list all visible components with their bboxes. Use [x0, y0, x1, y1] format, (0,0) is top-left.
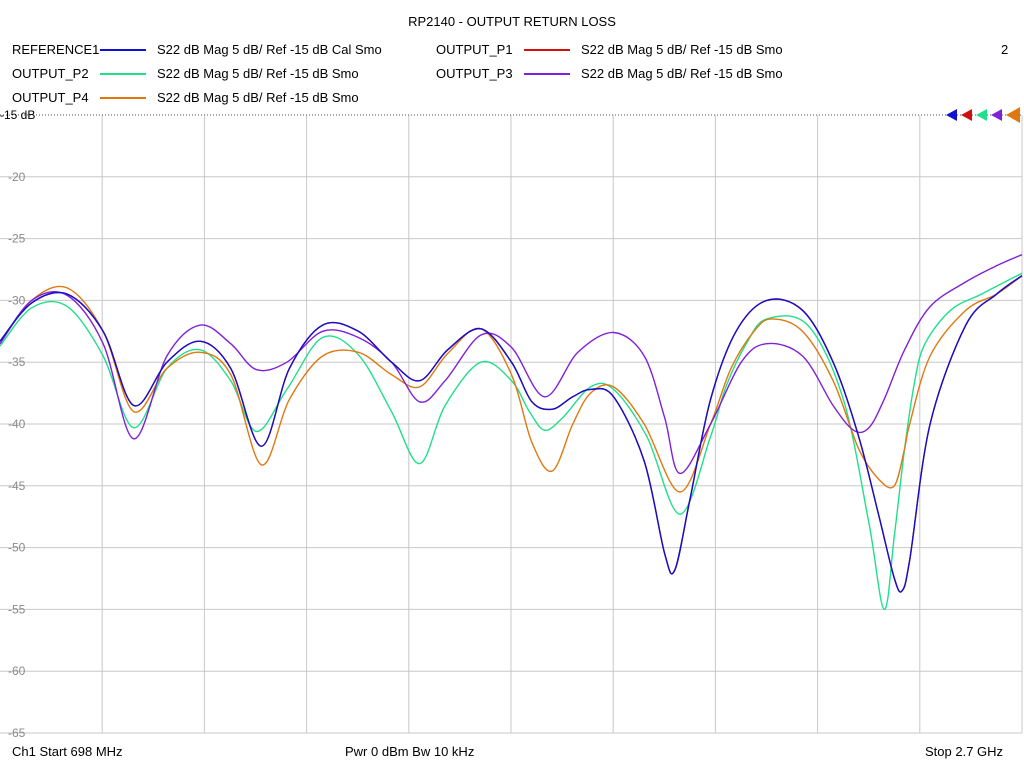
y-tick-label: -55: [8, 602, 26, 616]
legend-name: OUTPUT_P1: [436, 42, 513, 57]
reference-label: -15 dB: [0, 108, 35, 122]
y-tick-label: -45: [8, 479, 26, 493]
legend-swatch: [100, 49, 146, 51]
y-tick-label: -35: [8, 355, 26, 369]
legend-desc: S22 dB Mag 5 dB/ Ref -15 dB Smo: [581, 42, 783, 57]
legend-desc: S22 dB Mag 5 dB/ Ref -15 dB Smo: [581, 66, 783, 81]
legend-swatch: [100, 97, 146, 99]
y-tick-label: -25: [8, 232, 26, 246]
stop-frequency: Stop 2.7 GHz: [925, 744, 1004, 759]
legend-desc: S22 dB Mag 5 dB/ Ref -15 dB Smo: [157, 66, 359, 81]
series-line-output-p4: [0, 275, 1023, 493]
legend-desc: S22 dB Mag 5 dB/ Ref -15 dB Cal Smo: [157, 42, 382, 57]
series-line-reference1: [0, 275, 1023, 593]
legend-swatch: [524, 49, 570, 51]
y-tick-label: -30: [8, 293, 26, 307]
y-tick-label: -50: [8, 541, 26, 555]
power-bandwidth: Pwr 0 dBm Bw 10 kHz: [345, 744, 475, 759]
y-tick-label: -40: [8, 417, 26, 431]
start-frequency: Ch1 Start 698 MHz: [12, 744, 123, 759]
legend-name: OUTPUT_P4: [12, 90, 89, 105]
window-index: 2: [1001, 42, 1009, 57]
y-tick-label: -60: [8, 664, 26, 678]
reference-marker: [1006, 107, 1020, 123]
legend-swatch: [524, 73, 570, 75]
reference-marker: [961, 109, 972, 121]
legend-swatch: [100, 73, 146, 75]
chart-title: RP2140 - OUTPUT RETURN LOSS: [408, 14, 616, 29]
legend-desc: S22 dB Mag 5 dB/ Ref -15 dB Smo: [157, 90, 359, 105]
legend-name: OUTPUT_P3: [436, 66, 513, 81]
reference-marker: [946, 109, 957, 121]
series-line-output-p3: [0, 254, 1023, 475]
reference-marker: [976, 109, 987, 121]
legend-name: OUTPUT_P2: [12, 66, 89, 81]
y-tick-label: -65: [8, 726, 26, 740]
y-tick-label: -20: [8, 170, 26, 184]
reference-marker: [991, 109, 1002, 121]
legend-name: REFERENCE1: [12, 42, 100, 57]
